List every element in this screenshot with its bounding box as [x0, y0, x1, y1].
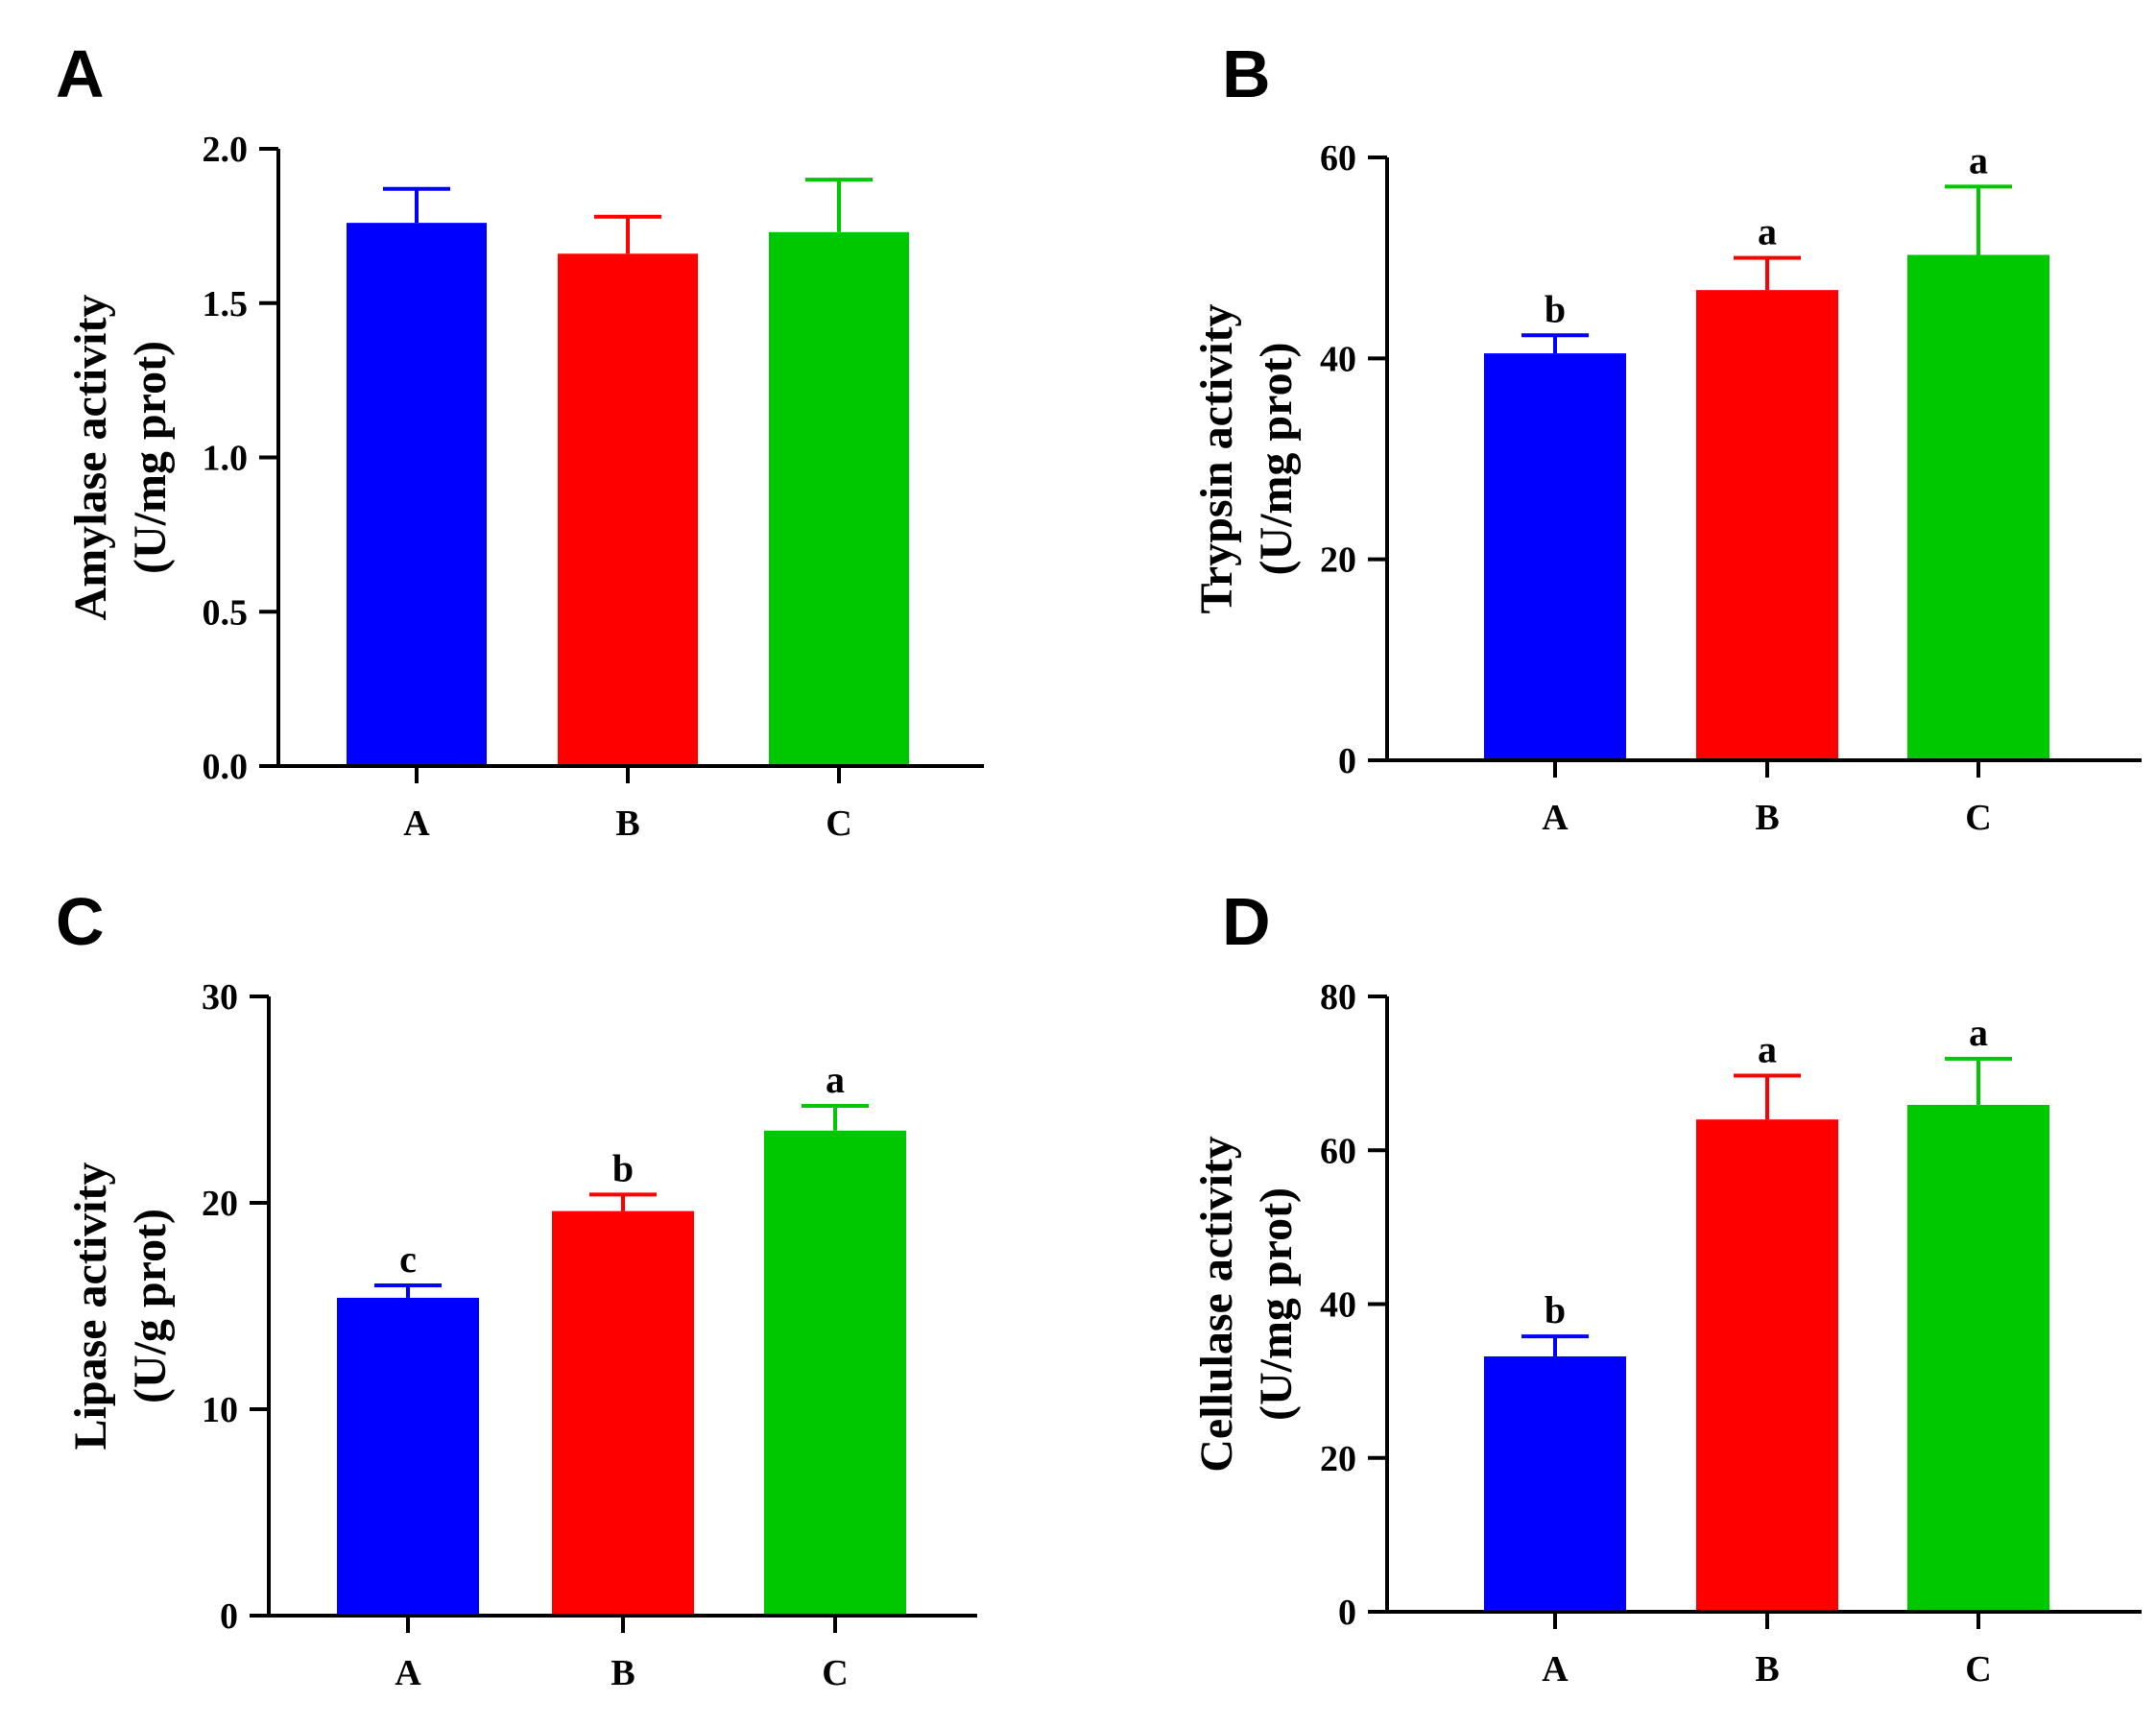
- significance-label: a: [1758, 1028, 1777, 1071]
- panel-letter: D: [1222, 884, 1271, 959]
- y-tick-label: 40: [1320, 1285, 1356, 1326]
- bar: [764, 1130, 906, 1616]
- panel-letter: C: [56, 884, 105, 959]
- y-tick-label: 0.0: [203, 747, 249, 787]
- y-tick-label: 0: [220, 1596, 238, 1637]
- y-axis-label-line: (U/mg prot): [125, 341, 176, 574]
- x-tick-label: A: [403, 803, 430, 844]
- significance-label: a: [1969, 138, 1988, 181]
- panel-letter: A: [56, 36, 105, 111]
- x-tick-label: C: [826, 803, 851, 844]
- y-tick-label: 60: [1320, 1131, 1356, 1171]
- y-axis-label-line: Cellulase activity: [1191, 1136, 1242, 1473]
- y-tick-label: 0: [1338, 1593, 1356, 1633]
- y-axis-label-line: Lipase activity: [65, 1163, 116, 1450]
- panel-letter: B: [1222, 36, 1271, 111]
- x-tick-label: B: [615, 803, 639, 844]
- y-tick-label: 1.5: [203, 284, 249, 324]
- y-axis-label-line: (U/g prot): [125, 1209, 176, 1403]
- y-tick-label: 40: [1320, 339, 1356, 379]
- y-axis-label: Amylase activity (U/mg prot): [65, 295, 176, 621]
- y-tick-label: 10: [202, 1390, 238, 1430]
- bar: [1907, 254, 2049, 760]
- x-tick-label: C: [822, 1653, 848, 1693]
- x-tick-label: A: [1542, 798, 1569, 838]
- bar: [1484, 353, 1626, 760]
- y-tick-label: 20: [202, 1184, 238, 1224]
- bar: [558, 253, 698, 766]
- significance-label: b: [612, 1146, 634, 1189]
- bar: [769, 231, 909, 766]
- y-tick-label: 20: [1320, 1439, 1356, 1479]
- significance-label: c: [399, 1237, 417, 1281]
- x-tick-label: B: [1755, 1649, 1779, 1690]
- x-tick-label: B: [611, 1653, 635, 1693]
- bar-chart-lipase: c Ab Ba C 0 10 20 30 Lipase activity (U/g prot): [65, 977, 977, 1693]
- y-axis-label-line: Amylase activity: [65, 295, 116, 621]
- x-tick-label: C: [1965, 798, 1991, 838]
- y-tick-label: 20: [1320, 540, 1356, 581]
- bar: [552, 1211, 694, 1616]
- panel-a: A A B C 0.0 0.5 1.0 1.5 2.0 Amylase activity (U/m…: [0, 0, 1078, 863]
- bar: [1696, 1119, 1838, 1612]
- y-axis-label-line: (U/mg prot): [1251, 342, 1302, 575]
- y-axis-label: Cellulase activity (U/mg prot): [1191, 1136, 1302, 1473]
- bar: [347, 223, 487, 766]
- significance-label: b: [1545, 287, 1566, 330]
- bar-chart-trypsin: b Aa Ba C 0 20 40 60 Trypsin activity (U/mg prot): [1191, 138, 2142, 838]
- x-tick-label: A: [395, 1653, 421, 1693]
- y-tick-label: 30: [202, 977, 238, 1018]
- y-axis-label-line: Trypsin activity: [1191, 303, 1242, 613]
- y-axis-label-line: (U/mg prot): [1251, 1187, 1302, 1421]
- y-tick-label: 1.0: [203, 439, 249, 479]
- significance-label: a: [1969, 1011, 1988, 1054]
- x-tick-label: A: [1542, 1649, 1569, 1690]
- y-axis-label: Lipase activity (U/g prot): [65, 1163, 176, 1450]
- y-tick-label: 2.0: [203, 130, 249, 170]
- y-tick-label: 0: [1338, 741, 1356, 781]
- significance-label: b: [1545, 1288, 1566, 1331]
- bar-chart-cellulase: b Aa Ba C 0 20 40 60 80 Cellulase activity (U/mg p…: [1191, 977, 2142, 1690]
- y-tick-label: 80: [1320, 977, 1356, 1018]
- bar: [337, 1297, 479, 1616]
- bar: [1696, 290, 1838, 760]
- x-tick-label: B: [1755, 798, 1779, 838]
- significance-label: a: [826, 1058, 845, 1101]
- bar: [1907, 1104, 2049, 1612]
- y-axis-label: Trypsin activity (U/mg prot): [1191, 303, 1302, 613]
- y-tick-label: 60: [1320, 138, 1356, 179]
- bar: [1484, 1355, 1626, 1612]
- y-tick-label: 0.5: [203, 592, 249, 633]
- x-tick-label: C: [1965, 1649, 1991, 1690]
- bar-chart-amylase: A B C 0.0 0.5 1.0 1.5 2.0 Amylase activity (U/mg …: [65, 130, 984, 844]
- significance-label: a: [1758, 210, 1777, 253]
